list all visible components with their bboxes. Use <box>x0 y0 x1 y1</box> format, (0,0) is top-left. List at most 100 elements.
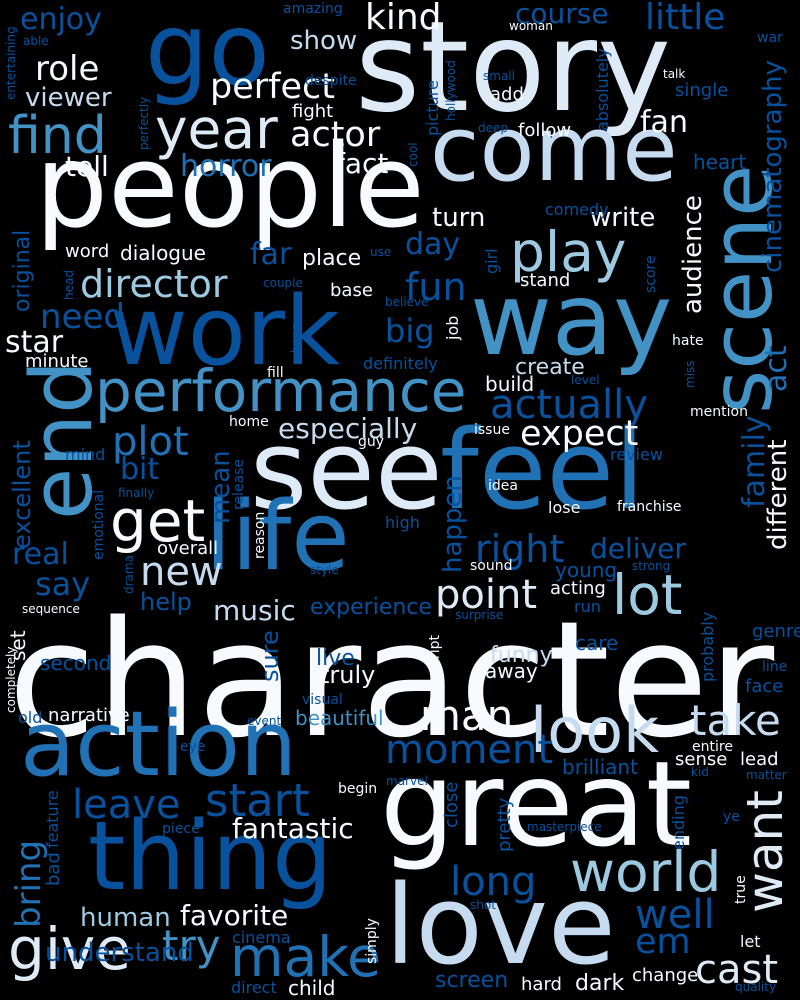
word-original: original <box>10 229 35 312</box>
word-show: show <box>290 26 358 56</box>
word-little: little <box>645 0 726 38</box>
word-right: right <box>475 527 565 571</box>
word-dark: dark <box>575 971 625 996</box>
word-visual: visual <box>302 692 343 708</box>
word-kid: kid <box>691 765 709 779</box>
word-masterpiece: masterpiece <box>527 820 602 834</box>
word-let: let <box>740 932 761 951</box>
word-child: child <box>288 976 336 1000</box>
word-brilliant: brilliant <box>562 755 638 779</box>
word-happen: happen <box>438 475 468 573</box>
word-need: need <box>40 297 125 337</box>
word-hate: hate <box>672 333 704 349</box>
word-picture: picture <box>423 80 442 136</box>
word-em: em <box>635 922 691 962</box>
word-definitely: definitely <box>363 354 438 373</box>
word-head: head <box>62 270 76 300</box>
word-review: review <box>610 445 663 464</box>
word-miss: miss <box>683 360 697 388</box>
word-mention: mention <box>690 404 748 420</box>
word-fact: fact <box>335 147 389 180</box>
word-year: year <box>155 97 278 161</box>
word-start: start <box>205 774 310 827</box>
word-add: add <box>490 84 524 105</box>
word-come: come <box>430 97 678 202</box>
word-care: care <box>575 631 619 655</box>
word-expect: expect <box>520 414 639 454</box>
word-play: play <box>510 220 627 284</box>
word-hollywood: hollywood <box>444 60 458 121</box>
word-level: level <box>571 373 600 387</box>
word-event: event <box>247 714 282 728</box>
word-base: base <box>330 280 373 301</box>
word-life: life <box>205 482 350 592</box>
word-heart: heart <box>693 150 747 174</box>
word-perfectly: perfectly <box>137 96 151 150</box>
word-give: give <box>8 915 131 983</box>
word-thing: thing <box>88 802 333 912</box>
word-try: try <box>162 921 221 970</box>
word-experience: experience <box>310 595 432 620</box>
word-understand: understand <box>45 938 194 968</box>
word-truly: truly <box>320 661 376 689</box>
word-follow: follow <box>518 120 572 141</box>
word-drama: drama <box>122 555 136 594</box>
word-simply: simply <box>364 918 380 964</box>
word-job: job <box>443 315 462 340</box>
word-real: real <box>12 537 69 572</box>
word-home: home <box>229 414 269 430</box>
word-cast: cast <box>695 947 779 993</box>
word-role: role <box>35 49 100 89</box>
word-narrative: narrative <box>48 705 130 726</box>
word-marvel: marvel <box>386 774 428 788</box>
word-place: place <box>302 246 362 271</box>
word-completely: completely <box>4 646 18 714</box>
word-strong: strong <box>632 559 671 573</box>
word-minute: minute <box>25 351 89 372</box>
word-score: score <box>643 255 659 293</box>
word-get: get <box>110 487 206 555</box>
word-line: line <box>762 659 788 675</box>
word-long: long <box>450 859 537 905</box>
word-surprise: surprise <box>455 608 504 622</box>
word-script: script <box>427 634 443 674</box>
word-horror: horror <box>180 149 272 184</box>
word-screen: screen <box>435 968 509 993</box>
word-write: write <box>590 203 656 233</box>
word-performance: performance <box>95 357 467 425</box>
word-see: see <box>250 406 443 534</box>
word-hope: hope <box>289 323 303 353</box>
word-able: able <box>23 34 49 48</box>
word-great: great <box>380 735 692 873</box>
word-bring: bring <box>9 839 49 928</box>
word-deliver: deliver <box>590 532 686 565</box>
word-fantastic: fantastic <box>232 812 354 845</box>
word-funny: funny <box>490 643 553 668</box>
word-star: star <box>5 325 64 360</box>
word-mind: mind <box>65 445 106 464</box>
word-eye: eye <box>180 739 206 755</box>
word-release: release <box>231 458 247 510</box>
word-despite: despite <box>305 73 357 89</box>
word-people: people <box>35 120 425 254</box>
word-go: go <box>145 0 270 108</box>
word-especially: especially <box>278 412 418 445</box>
word-love: love <box>385 861 616 989</box>
word-quality: quality <box>735 980 777 994</box>
word-course: course <box>515 0 609 30</box>
word-hard: hard <box>521 974 562 995</box>
word-ye: ye <box>723 809 740 825</box>
word-tell: tell <box>65 150 109 183</box>
word-ending: ending <box>669 795 688 850</box>
word-beautiful: beautiful <box>295 706 384 730</box>
word-guy: guy <box>358 434 385 450</box>
word-world: world <box>570 840 722 904</box>
word-style: style <box>310 563 339 577</box>
word-sense: sense <box>675 749 728 770</box>
word-perfect: perfect <box>210 67 335 107</box>
word-absolutely: absolutely <box>593 48 612 131</box>
word-fight: fight <box>292 101 334 122</box>
word-idea: idea <box>488 478 518 494</box>
word-direct: direct <box>231 978 277 997</box>
word-big: big <box>385 312 435 350</box>
